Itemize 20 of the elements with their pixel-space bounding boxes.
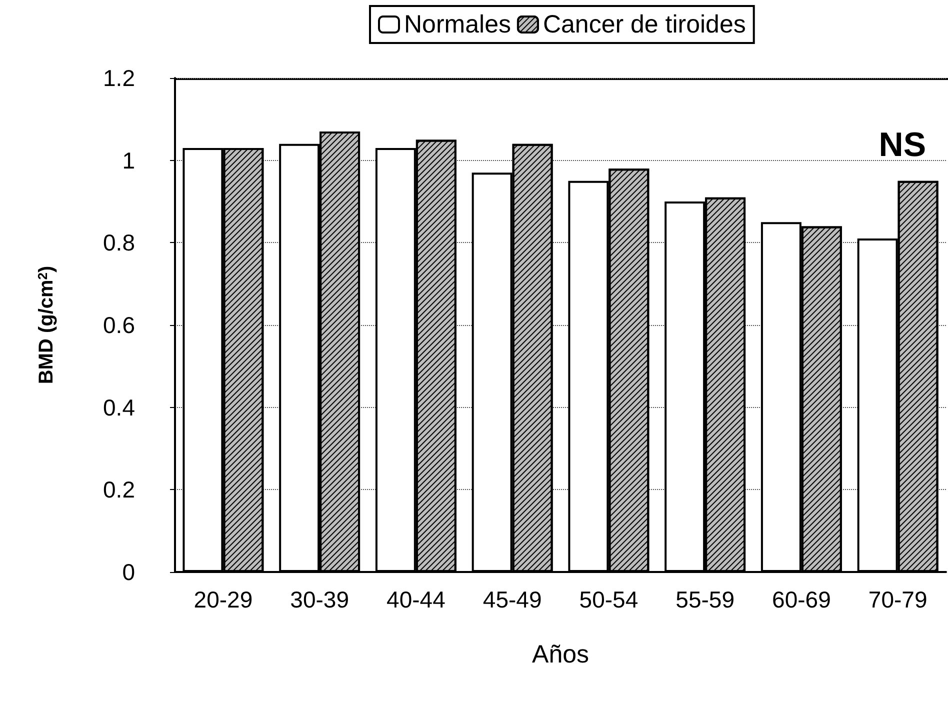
y-tick-label: 0 — [122, 559, 135, 585]
y-tick-label: 0.4 — [103, 394, 136, 420]
legend-label: Cancer de tiroides — [542, 10, 746, 38]
annotation: NS — [878, 126, 926, 164]
x-tick-label: 45-49 — [482, 586, 542, 612]
y-tick-label: 0.2 — [103, 476, 135, 503]
x-tick-label: 20-29 — [194, 586, 253, 612]
y-tick-label: 1 — [122, 147, 135, 174]
y-tick-label: 1.2 — [103, 65, 135, 91]
x-tick-label: 60-69 — [772, 586, 831, 612]
y-axis-title: BMD (g/cm2) — [35, 266, 58, 384]
x-tick-label: 55-59 — [676, 586, 734, 612]
x-tick-label: 50-54 — [579, 586, 638, 612]
y-tick-label: 0.6 — [103, 312, 135, 338]
legend-label: Normales — [404, 10, 511, 38]
x-axis-title: Años — [532, 640, 589, 668]
x-tick-label: 70-79 — [868, 586, 928, 612]
y-tick-label: 0.8 — [103, 230, 135, 256]
x-tick-label: 30-39 — [290, 586, 349, 612]
x-tick-label: 40-44 — [386, 586, 446, 612]
